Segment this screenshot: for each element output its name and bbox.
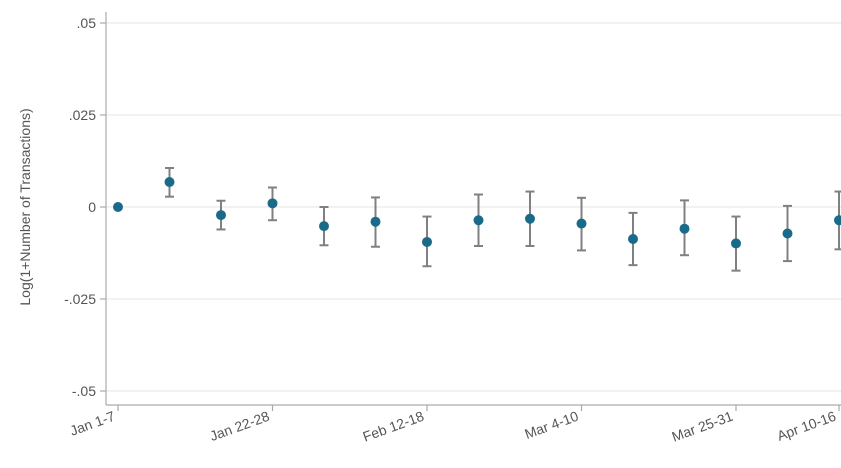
- data-point: [628, 234, 638, 245]
- data-point: [576, 218, 587, 229]
- data-point: [370, 216, 381, 227]
- error-bars: [165, 166, 841, 272]
- data-point: [473, 215, 484, 226]
- y-tick-label: .05: [77, 15, 97, 31]
- data-point: [525, 213, 535, 224]
- y-tick-label: 0: [88, 199, 96, 215]
- data-point: [267, 198, 278, 209]
- data-point: [422, 236, 432, 247]
- data-point: [216, 210, 226, 221]
- y-tick-label: -.05: [72, 383, 96, 399]
- data-point: [164, 176, 175, 187]
- x-tick-label: Jan 1-7: [68, 408, 118, 439]
- y-axis-title: Log(1+Number of Transactions): [17, 108, 33, 305]
- x-ticks: Jan 1-7 Jan 22-28 Feb 12-18 Mar 4-10 Mar 25-…: [68, 405, 840, 445]
- data-point: [679, 223, 690, 234]
- x-tick-label: Mar 25-31: [670, 408, 736, 445]
- x-tick-label: Feb 12-18: [361, 408, 427, 445]
- data-point: [319, 221, 329, 232]
- y-ticks: .05 .025 0 -.025 -.05: [64, 15, 106, 399]
- data-point: [782, 228, 793, 239]
- data-point: [731, 238, 741, 249]
- x-tick-label: Jan 22-28: [208, 408, 272, 444]
- gridlines: [106, 22, 841, 392]
- y-tick-label: .025: [69, 107, 96, 123]
- x-tick-label: Apr 10-16: [775, 408, 838, 444]
- data-point: [113, 202, 123, 212]
- x-tick-label: Mar 4-10: [522, 408, 580, 442]
- data-point: [834, 215, 841, 226]
- data-points: [113, 176, 841, 249]
- y-tick-label: -.025: [64, 291, 96, 307]
